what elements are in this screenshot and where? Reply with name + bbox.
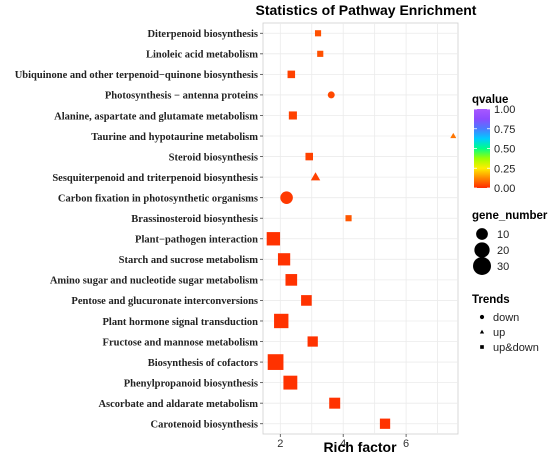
gene-number-key — [476, 228, 488, 240]
data-point — [327, 91, 335, 99]
data-point — [317, 50, 324, 57]
y-tick-label: Starch and sucrose metabolism — [119, 255, 259, 266]
y-tick-label: Alanine, aspartate and glutamate metabol… — [54, 111, 258, 122]
trend-key — [480, 345, 484, 349]
trend-label: down — [493, 312, 519, 324]
plot-panel — [262, 22, 459, 435]
data-point — [267, 354, 284, 370]
gene-number-legend-title: gene_number — [472, 210, 548, 222]
data-point — [288, 111, 297, 120]
y-tick-label: Carbon fixation in photosynthetic organi… — [58, 193, 258, 204]
data-point — [310, 172, 321, 181]
x-axis: 2 4 6 — [277, 434, 409, 450]
gene-number-key — [473, 257, 491, 275]
data-point — [301, 295, 312, 306]
data-point — [379, 418, 391, 429]
y-tick-label: Brassinosteroid biosynthesis — [131, 214, 258, 225]
y-tick-label: Phenylpropanoid biosynthesis — [124, 378, 258, 389]
gene-number-legend: gene_number 10 20 30 — [472, 210, 548, 275]
colorbar-tick-label: 0.25 — [494, 163, 515, 175]
trend-label: up — [493, 327, 505, 339]
x-tick-label: 6 — [403, 438, 409, 450]
y-tick-label: Steroid biosynthesis — [169, 152, 258, 163]
gene-number-key — [474, 242, 490, 258]
y-tick-label: Plant−pathogen interaction — [135, 235, 258, 246]
data-point — [285, 274, 298, 286]
y-tick-label: Carotenoid biosynthesis — [151, 420, 258, 431]
trends-legend: Trends down up up&down — [472, 294, 539, 354]
y-tick-label: Ascorbate and aldarate metabolism — [98, 399, 258, 410]
qvalue-legend-title: qvalue — [472, 94, 508, 106]
y-tick-label: Sesquiterpenoid and triterpenoid biosynt… — [52, 173, 258, 184]
data-point — [345, 215, 352, 222]
data-point — [274, 313, 289, 329]
data-point — [450, 132, 457, 139]
data-point — [287, 70, 296, 79]
data-point — [314, 30, 322, 37]
data-points — [266, 30, 457, 429]
colorbar-tick-label: 0.75 — [494, 124, 515, 136]
y-tick-label: Biosynthesis of cofactors — [148, 358, 258, 369]
trend-key — [479, 329, 485, 334]
y-tick-label: Plant hormone signal transduction — [103, 317, 259, 328]
data-point — [266, 232, 281, 246]
x-tick-label: 4 — [340, 438, 346, 450]
chart-title: Statistics of Pathway Enrichment — [256, 2, 477, 18]
qvalue-colorbar — [474, 109, 490, 188]
data-point — [280, 191, 293, 204]
data-point — [307, 336, 318, 347]
grid-lines — [263, 23, 458, 434]
data-point — [329, 397, 341, 409]
data-point — [305, 152, 313, 161]
y-axis-labels: Diterpenoid biosynthesis Linoleic acid me… — [15, 29, 263, 431]
colorbar-tick-label: 0.50 — [494, 144, 515, 156]
trend-label: up&down — [493, 342, 539, 354]
x-axis-title: Rich factor — [323, 439, 397, 455]
y-tick-label: Photosynthesis − antenna proteins — [105, 91, 258, 102]
gene-number-label: 30 — [497, 261, 509, 273]
gene-number-label: 10 — [497, 229, 509, 241]
data-point — [283, 375, 298, 390]
gene-number-label: 20 — [497, 245, 509, 257]
trends-legend-title: Trends — [472, 294, 510, 306]
y-tick-label: Fructose and mannose metabolism — [103, 337, 259, 348]
y-tick-label: Amino sugar and nucleotide sugar metabol… — [50, 276, 258, 287]
colorbar-tick-label: 1.00 — [494, 104, 515, 116]
y-tick-label: Linoleic acid metabolism — [146, 50, 258, 61]
y-tick-label: Diterpenoid biosynthesis — [147, 29, 258, 40]
y-tick-label: Taurine and hypotaurine metabolism — [91, 132, 258, 143]
trend-key — [479, 314, 485, 320]
colorbar-tick-label: 0.00 — [494, 183, 515, 195]
y-tick-label: Pentose and glucuronate interconversions — [71, 296, 258, 307]
data-point — [277, 253, 291, 266]
x-tick-label: 2 — [277, 438, 283, 450]
y-tick-label: Ubiquinone and other terpenoid−quinone b… — [15, 70, 258, 81]
